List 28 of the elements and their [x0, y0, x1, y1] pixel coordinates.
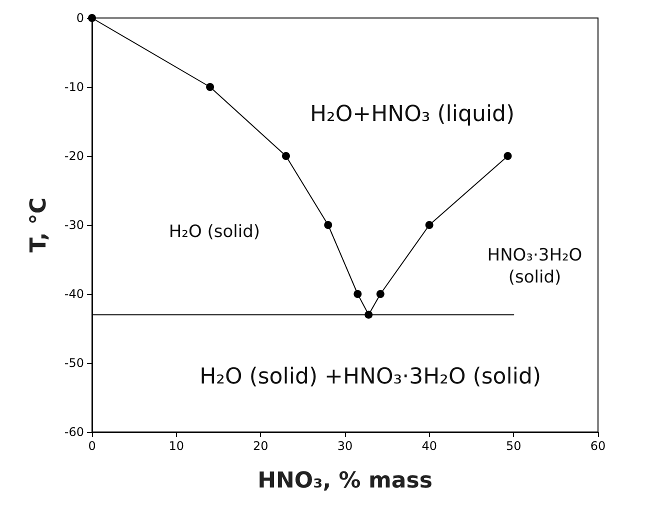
point: [354, 290, 362, 298]
annotation: H₂O (solid) +HNO₃·3H₂O (solid): [200, 364, 542, 390]
y-tick-label: -20: [64, 149, 84, 163]
x-tick-label: 40: [422, 439, 437, 453]
x-axis-title: HNO₃, % mass: [258, 468, 432, 494]
point: [376, 290, 384, 298]
annotation: H₂O (solid): [168, 222, 260, 242]
point: [324, 221, 332, 229]
x-tick-label: 20: [253, 439, 268, 453]
y-tick-label: -40: [64, 287, 84, 301]
x-tick-label: 0: [88, 439, 96, 453]
annotation: HNO₃·3H₂O (solid): [487, 245, 582, 288]
point: [282, 152, 290, 160]
point: [364, 310, 373, 319]
y-tick-label: -50: [64, 356, 84, 370]
y-tick-label: 0: [76, 11, 84, 25]
point: [206, 83, 214, 91]
x-tick-label: 60: [590, 439, 606, 453]
x-tick-label: 50: [506, 439, 522, 453]
point: [504, 152, 512, 160]
y-tick-label: -10: [64, 80, 84, 94]
point: [425, 221, 434, 229]
x-tick-label: 30: [337, 439, 353, 453]
x-tick-label: 10: [168, 439, 184, 453]
annotation: H₂O+HNO₃ (liquid): [310, 102, 515, 127]
y-tick-label: -60: [64, 425, 84, 439]
y-axis-title: T, °C: [26, 197, 52, 253]
y-tick-label: -30: [64, 218, 84, 232]
